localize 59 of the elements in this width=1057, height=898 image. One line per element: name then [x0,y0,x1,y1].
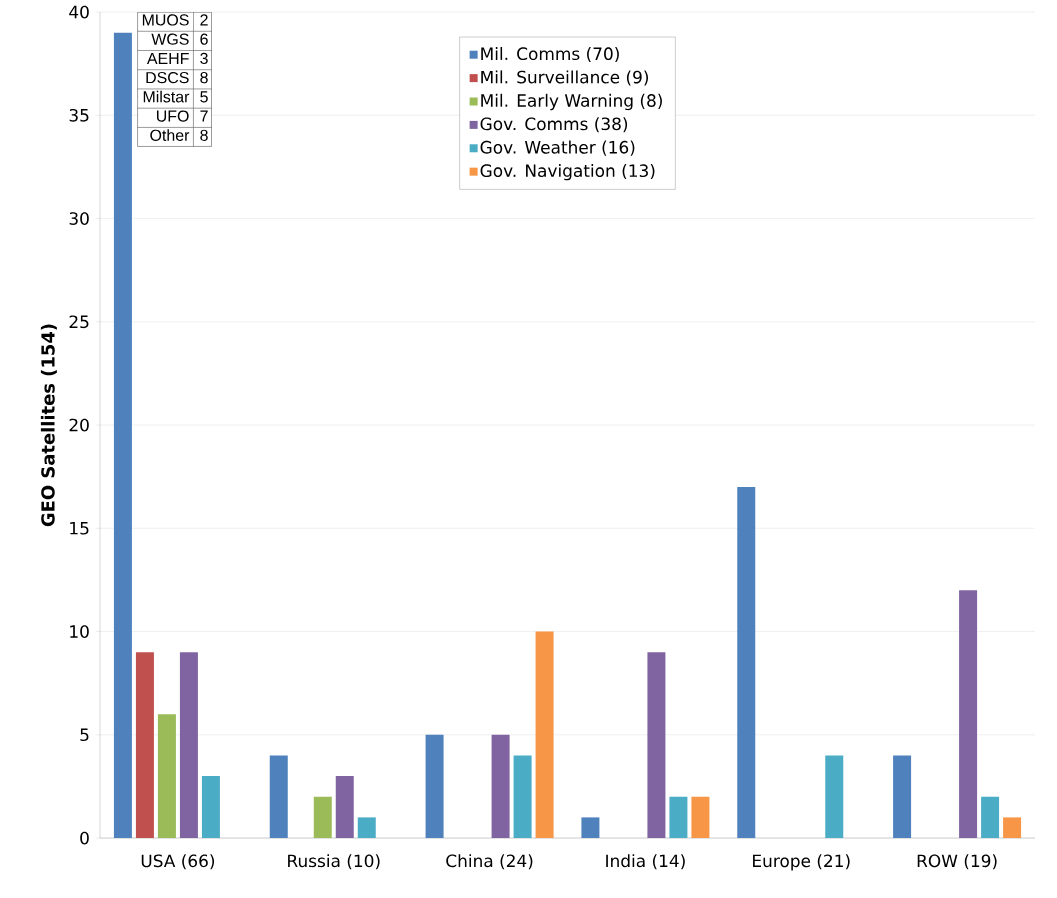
bar [179,652,198,839]
annotation: DSCS [146,71,189,84]
annotation: UFO [157,110,189,122]
legend-label: Gov. Navigation (13) [480,163,655,181]
x-tick-label: India (14) [606,854,685,870]
annotation: 3 [200,52,208,65]
bar [959,590,978,839]
legend-label: Mil. Surveillance (9) [481,70,648,86]
y-tick-label: 10 [70,625,89,638]
bar [135,652,154,839]
legend-label: Mil. Comms (70) [481,46,619,63]
bar [201,776,220,839]
annotation: AEHF [146,52,189,64]
annotation: MUOS [142,14,189,26]
y-tick-label: 35 [69,108,89,122]
bar [1003,817,1022,839]
bar [535,631,554,839]
bar [581,817,600,839]
bar [893,755,912,839]
annotation: 8 [200,71,208,84]
annotation: Milstar [143,90,190,103]
x-tick-label: Russia (10) [288,854,380,870]
bar [335,776,354,839]
annotation: 2 [200,14,208,26]
y-tick-label: 5 [80,728,89,742]
bar [157,714,176,839]
bar [691,796,710,839]
y-tick-label: 40 [69,5,89,19]
legend-label: Mil. Early Warning (8) [481,93,662,111]
bar [737,486,756,839]
x-tick-label: ROW (19) [917,854,997,870]
y-tick-label: 0 [80,831,89,845]
y-axis-title: GEO Satellites (154) [40,324,57,527]
bar [313,796,332,839]
annotation: 6 [200,33,208,45]
annotation: WGS [151,33,189,45]
y-tick-label: 30 [69,212,89,225]
bar [425,734,444,839]
bar [981,796,1000,839]
y-tick-label: 15 [70,521,89,535]
bar [669,796,688,839]
annotation: 7 [200,110,208,122]
legend-label: Gov. Weather (16) [480,140,635,156]
annotation: 5 [200,91,208,103]
y-tick-label: 25 [69,315,89,329]
bar [825,755,844,839]
x-tick-label: Europe (21) [753,854,850,871]
bar [513,755,532,839]
x-tick-label: USA (66) [141,854,215,870]
bar [647,652,666,839]
bar [113,32,132,839]
annotation: 8 [200,129,208,141]
y-tick-label: 20 [69,418,89,432]
bar [491,734,510,839]
bar [357,817,376,839]
annotation: Other [150,129,190,141]
x-tick-label: China (24) [446,854,533,870]
bar [269,755,288,839]
legend-label: Gov. Comms (38) [480,117,628,133]
